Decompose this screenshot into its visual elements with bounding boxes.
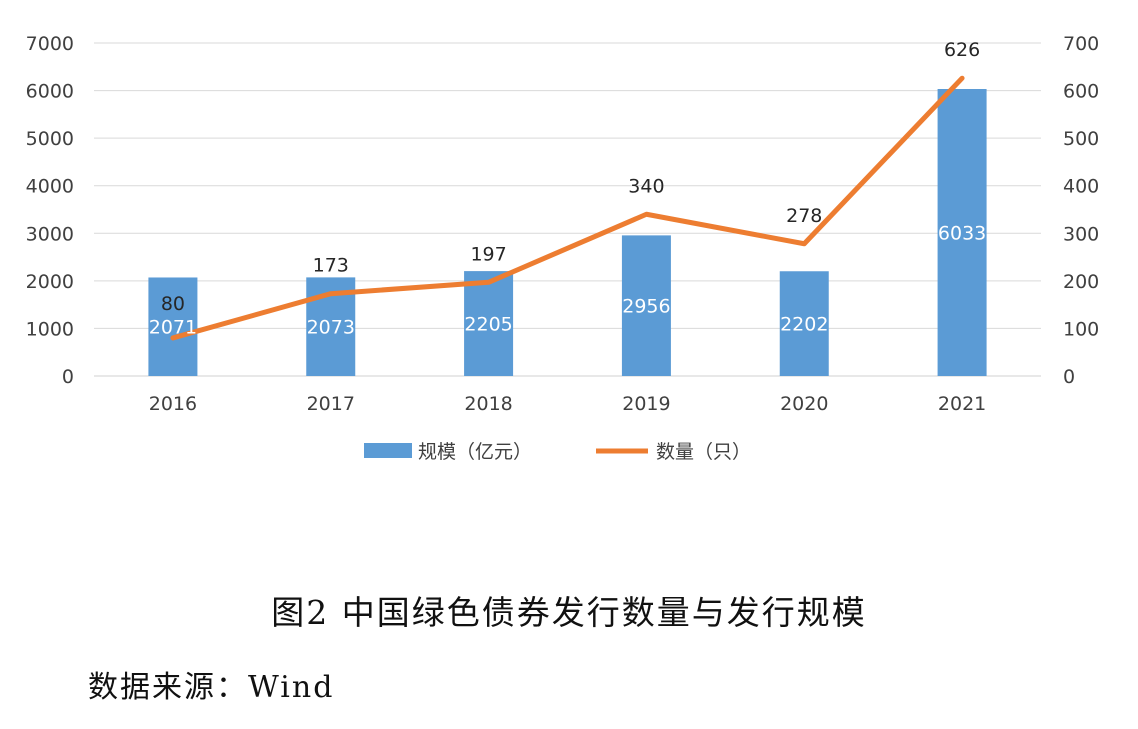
combo-chart: 0 1000 2000 3000 4000 5000 6000 7000 0 100 200 300… (26, 33, 1100, 463)
right-tick-label: 200 (1063, 271, 1099, 293)
x-tick-label: 2020 (780, 393, 828, 415)
bar-value-label: 2205 (464, 314, 512, 336)
bar (937, 89, 987, 376)
bar-value-label: 2956 (622, 296, 670, 318)
right-tick-label: 500 (1063, 128, 1099, 150)
x-tick-label: 2019 (622, 393, 670, 415)
x-tick-label: 2016 (149, 393, 197, 415)
bar-value-label: 2073 (307, 317, 355, 339)
right-y-axis: 0 100 200 300 400 500 600 700 (1063, 33, 1099, 388)
right-tick-label: 400 (1063, 176, 1099, 198)
right-tick-label: 300 (1063, 223, 1099, 245)
left-tick-label: 7000 (26, 33, 74, 55)
left-tick-label: 5000 (26, 128, 74, 150)
line-value-label: 278 (786, 205, 822, 227)
legend-label-bar: 规模（亿元） (418, 441, 532, 463)
right-tick-label: 100 (1063, 318, 1099, 340)
bar (464, 271, 514, 376)
legend-swatch-bar (364, 443, 412, 458)
right-tick-label: 700 (1063, 33, 1099, 55)
left-tick-label: 2000 (26, 271, 74, 293)
bar-value-label: 2202 (780, 314, 828, 336)
x-tick-label: 2017 (307, 393, 355, 415)
line-value-label: 626 (944, 39, 980, 61)
series-line (170, 75, 965, 341)
bar (148, 277, 198, 376)
bar (779, 271, 829, 376)
bar (621, 235, 671, 376)
left-tick-label: 1000 (26, 318, 74, 340)
line-value-label: 173 (313, 255, 349, 277)
legend: 规模（亿元） 数量（只） (364, 441, 751, 463)
left-tick-label: 6000 (26, 81, 74, 103)
bar-series (148, 89, 987, 376)
line-series (170, 75, 965, 341)
bar-value-label: 6033 (938, 223, 986, 245)
x-tick-label: 2021 (938, 393, 986, 415)
data-source: 数据来源：Wind (88, 670, 335, 705)
line-value-label: 197 (470, 243, 506, 265)
x-tick-label: 2018 (464, 393, 512, 415)
left-tick-label: 0 (62, 366, 74, 388)
right-tick-label: 0 (1063, 366, 1075, 388)
line-value-label: 340 (628, 175, 664, 197)
left-y-axis: 0 1000 2000 3000 4000 5000 6000 7000 (26, 33, 74, 388)
figure-caption: 图2 中国绿色债券发行数量与发行规模 (271, 593, 867, 632)
line-value-label: 80 (161, 293, 185, 315)
bar-value-label: 2071 (149, 317, 197, 339)
left-tick-label: 3000 (26, 223, 74, 245)
legend-label-line: 数量（只） (656, 441, 751, 463)
left-tick-label: 4000 (26, 176, 74, 198)
gridlines (94, 42, 1041, 377)
x-axis: 2016 2017 2018 2019 2020 2021 (149, 393, 987, 415)
right-tick-label: 600 (1063, 81, 1099, 103)
line-data-labels: 80 173 197 340 278 626 (161, 39, 980, 315)
bar-data-labels: 2071 2073 2205 2956 2202 6033 (149, 223, 987, 339)
